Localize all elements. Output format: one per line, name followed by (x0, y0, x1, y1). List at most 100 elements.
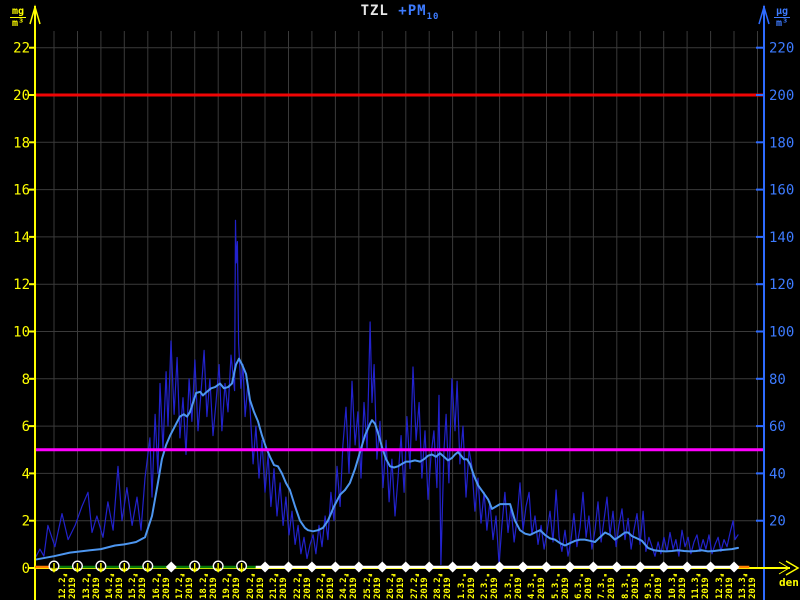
title-series-pm10: +PM10 (388, 3, 440, 22)
half-day-tick-dot (322, 574, 326, 577)
left-axis-arrow-icon (29, 4, 41, 25)
right-axis-tick-label: 80 (769, 372, 786, 388)
calm-diamond-marker-icon (634, 561, 646, 573)
left-axis-tick-label: 0 (22, 561, 30, 577)
x-axis-date-label: 22.2. 2019 (292, 571, 313, 599)
left-axis-tick-label: 4 (22, 466, 30, 482)
half-day-tick-dot (111, 574, 115, 577)
x-axis-unit-label: den (779, 576, 799, 589)
calm-diamond-marker-icon (728, 561, 740, 573)
half-day-tick-dot (135, 574, 138, 577)
calm-diamond-marker-icon (447, 561, 459, 573)
calm-diamond-marker-icon (306, 561, 318, 573)
wind-arrow-head-down-icon (144, 567, 151, 573)
title-series-pm10-subscript: 10 (426, 11, 440, 22)
calm-diamond-marker-icon (564, 561, 576, 573)
series-pm10-line (34, 357, 739, 561)
calm-diamond-marker-icon (611, 561, 623, 573)
right-axis-tick-label: 60 (769, 419, 786, 435)
title-series-tzl: TZL (360, 3, 389, 19)
x-axis-date-label: 11.3. 2019 (691, 571, 712, 599)
left-axis-unit-label: mg m³ (5, 6, 31, 29)
half-day-tick-dot (416, 574, 419, 577)
right-axis-unit-label: µg m³ (769, 6, 795, 29)
x-axis-date-label: 2.3. 2019 (480, 577, 501, 599)
half-day-tick-dot (557, 574, 560, 577)
half-day-tick-dot (439, 574, 443, 577)
right-axis-tick-label: 140 (769, 230, 794, 246)
left-axis-tick-label: 6 (22, 419, 30, 435)
x-axis-date-label: 12.2. 2019 (58, 571, 78, 599)
x-axis-date-label: 16.2. 2019 (151, 571, 172, 599)
wind-arrow-head-down-icon (238, 567, 245, 573)
right-axis-tick-label: 100 (769, 325, 794, 341)
x-axis-date-label: 12.3. 2019 (714, 571, 735, 599)
wind-arrow-head-down-icon (121, 567, 128, 573)
right-unit-numerator: µg (773, 6, 791, 18)
half-day-tick-dot (510, 574, 513, 577)
x-axis-arrow-feather-icon (778, 561, 790, 575)
calm-diamond-marker-icon (681, 561, 693, 573)
half-day-tick-dot (182, 574, 185, 577)
x-axis-date-label: 1.3. 2019 (456, 577, 477, 599)
x-axis-date-label: 13.2. 2019 (81, 571, 102, 599)
calm-diamond-marker-icon (259, 561, 271, 573)
x-axis-date-label: 20.2. 2019 (245, 571, 266, 599)
x-axis-date-label: 14.2. 2019 (104, 571, 125, 599)
half-day-tick-dot (205, 574, 208, 577)
half-day-tick-dot (463, 574, 466, 577)
left-unit-denominator: m³ (11, 18, 25, 29)
left-axis-tick-label: 14 (13, 230, 30, 246)
half-day-tick-dot (580, 574, 584, 577)
right-axis-tick-label: 120 (769, 277, 794, 293)
x-axis-date-label: 5.3. 2019 (550, 577, 571, 599)
x-axis-date-label: 18.2. 2019 (198, 571, 219, 599)
right-axis-tick-label: 220 (769, 41, 794, 57)
half-day-tick-dot (369, 574, 373, 577)
right-axis-arrow-icon (758, 4, 770, 25)
right-axis-tick-label: 20 (769, 514, 786, 530)
calm-diamond-marker-icon (376, 561, 388, 573)
x-axis-date-label: 10.3. 2019 (667, 571, 688, 599)
wind-arrow-head-down-icon (50, 567, 58, 573)
half-day-tick-dot (651, 574, 654, 577)
x-axis-date-label: 9.3. 2019 (644, 577, 665, 599)
half-day-tick-dot (486, 574, 490, 577)
half-day-tick-dot (627, 574, 630, 577)
x-axis-date-label: 8.3. 2019 (620, 577, 641, 599)
calm-diamond-marker-icon (423, 561, 435, 573)
calm-diamond-marker-icon (353, 561, 365, 573)
x-axis-date-label: 24.2. 2019 (339, 571, 360, 599)
half-day-tick-dot (275, 574, 279, 577)
chart-title: TZL +PM10 (0, 3, 800, 22)
half-day-tick-dot (533, 574, 537, 577)
wind-arrow-head-down-icon (214, 567, 222, 573)
half-day-tick-dot (64, 574, 68, 577)
half-day-tick-dot (158, 574, 161, 577)
calm-diamond-marker-icon (587, 561, 599, 573)
right-axis-tick-label: 40 (769, 466, 786, 482)
half-day-tick-dot (604, 574, 607, 577)
half-day-tick-dot (744, 574, 748, 577)
half-day-tick-dot (697, 574, 701, 577)
left-axis-tick-label: 2 (22, 514, 30, 530)
half-day-tick-dot (346, 574, 349, 577)
calm-diamond-marker-icon (329, 561, 341, 573)
half-day-tick-dot (88, 574, 91, 577)
left-axis-tick-label: 12 (13, 277, 30, 293)
x-axis-date-label: 6.3. 2019 (573, 577, 594, 599)
calm-diamond-marker-icon (470, 561, 482, 573)
x-axis-date-label: 21.2. 2019 (269, 571, 289, 599)
right-unit-denominator: m³ (775, 18, 789, 29)
calm-diamond-marker-icon (400, 561, 412, 573)
x-axis-date-label: 4.3. 2019 (527, 577, 547, 599)
left-axis-tick-label: 22 (13, 41, 30, 57)
x-axis-date-label: 7.3. 2019 (597, 577, 618, 599)
x-axis-date-label: 13.3. 2019 (738, 571, 758, 599)
calm-diamond-marker-icon (540, 561, 552, 573)
x-axis-date-label: 23.2. 2019 (315, 571, 336, 599)
calm-diamond-marker-icon (494, 561, 506, 573)
wind-arrow-head-down-icon (74, 567, 81, 573)
